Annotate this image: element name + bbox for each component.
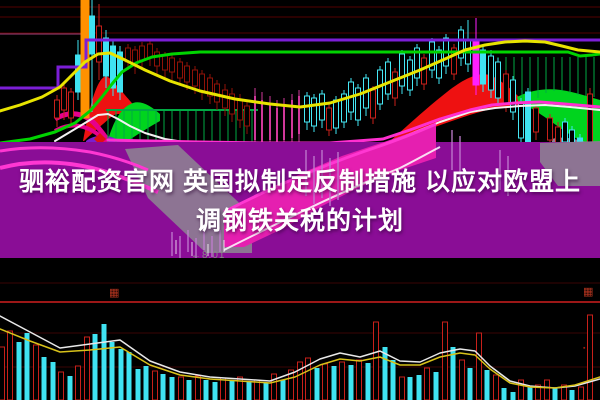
news-banner-title-line2: 调钢铁关税的计划 (195, 207, 404, 235)
gray-blob-right (540, 141, 600, 186)
watermark-glyph-tiny-icon: ▪ (583, 345, 586, 352)
news-banner-title-line1: 驷裕配资官网 英国拟制定反制措施 以应对欧盟上 (19, 168, 581, 196)
price-annotation-label: ←8.01 (191, 250, 226, 261)
volume-bars-layer (0, 314, 593, 400)
green-cloud-left (107, 102, 160, 146)
watermark-glyph-left-icon: ▦ (109, 287, 120, 299)
volume-ma-layer (0, 315, 600, 389)
gray-blob-left (125, 145, 252, 253)
watermark-glyph-right-icon: ▦ (583, 286, 594, 298)
purple-step-line (0, 38, 600, 90)
news-banner-layer (0, 122, 600, 258)
